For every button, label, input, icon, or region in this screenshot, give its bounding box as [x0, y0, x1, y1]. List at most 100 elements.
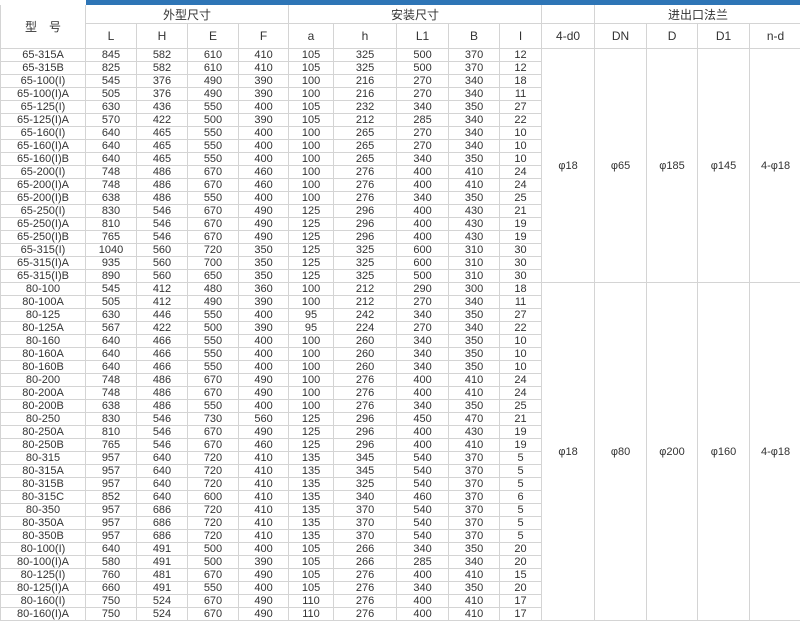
- value-cell-F: 490: [237, 373, 290, 387]
- value-cell-a: 100: [288, 152, 335, 166]
- value-cell-I: 20: [499, 555, 543, 569]
- flange-cell-d0-group1: φ18: [541, 48, 596, 283]
- value-cell-L: 957: [85, 529, 137, 543]
- value-cell-h: 325: [333, 256, 398, 270]
- value-cell-L: 640: [85, 542, 137, 556]
- value-cell-a: 125: [288, 412, 335, 426]
- table-row: 65-200(I)A 748 486 670 460 100 276 400 410 24: [0, 178, 800, 192]
- value-cell-E: 720: [187, 464, 239, 478]
- value-cell-L1: 400: [396, 178, 450, 192]
- table-row: 80-100(I)A 580 491 500 390 105 266 285 340 20: [0, 555, 800, 569]
- value-cell-H: 412: [136, 295, 188, 309]
- value-cell-I: 5: [499, 529, 543, 543]
- flange-cell-DN-group2: φ80: [594, 282, 648, 621]
- value-cell-F: 410: [237, 48, 290, 62]
- group-header-inlet-outlet-flange: 进出口法兰: [594, 0, 800, 24]
- model-cell: 80-350B: [0, 529, 86, 543]
- value-cell-L1: 540: [396, 516, 450, 530]
- value-cell-a: 100: [288, 399, 335, 413]
- value-cell-a: 100: [288, 295, 335, 309]
- value-cell-H: 640: [136, 477, 188, 491]
- value-cell-B: 370: [448, 503, 501, 517]
- table-row: 80-350A 957 686 720 410 135 370 540 370 5: [0, 516, 800, 530]
- value-cell-L1: 600: [396, 243, 450, 257]
- value-cell-I: 24: [499, 373, 543, 387]
- model-cell: 80-125(I): [0, 568, 86, 582]
- value-cell-L1: 540: [396, 503, 450, 517]
- value-cell-a: 100: [288, 191, 335, 205]
- value-cell-L: 845: [85, 48, 137, 62]
- value-cell-H: 466: [136, 360, 188, 374]
- value-cell-H: 412: [136, 282, 188, 296]
- value-cell-E: 670: [187, 607, 239, 621]
- group-header-installation-dimensions: 安装尺寸: [288, 0, 543, 24]
- value-cell-a: 100: [288, 165, 335, 179]
- column-header-L: L: [85, 23, 137, 49]
- value-cell-L1: 540: [396, 529, 450, 543]
- value-cell-B: 350: [448, 100, 501, 114]
- value-cell-L1: 500: [396, 61, 450, 75]
- value-cell-F: 410: [237, 61, 290, 75]
- value-cell-B: 410: [448, 373, 501, 387]
- value-cell-F: 460: [237, 438, 290, 452]
- value-cell-E: 730: [187, 412, 239, 426]
- value-cell-L: 935: [85, 256, 137, 270]
- value-cell-E: 670: [187, 594, 239, 608]
- value-cell-L1: 340: [396, 334, 450, 348]
- value-cell-E: 720: [187, 516, 239, 530]
- value-cell-F: 390: [237, 555, 290, 569]
- value-cell-L1: 270: [396, 87, 450, 101]
- value-cell-h: 325: [333, 61, 398, 75]
- value-cell-a: 105: [288, 100, 335, 114]
- value-cell-a: 135: [288, 516, 335, 530]
- value-cell-F: 400: [237, 542, 290, 556]
- value-cell-B: 410: [448, 165, 501, 179]
- value-cell-E: 490: [187, 295, 239, 309]
- value-cell-H: 491: [136, 581, 188, 595]
- value-cell-L1: 285: [396, 555, 450, 569]
- value-cell-L: 638: [85, 191, 137, 205]
- value-cell-L1: 340: [396, 152, 450, 166]
- model-cell: 65-160(I)B: [0, 152, 86, 166]
- value-cell-a: 125: [288, 425, 335, 439]
- value-cell-E: 500: [187, 542, 239, 556]
- value-cell-I: 27: [499, 100, 543, 114]
- value-cell-B: 350: [448, 399, 501, 413]
- model-cell: 65-200(I): [0, 165, 86, 179]
- value-cell-h: 260: [333, 347, 398, 361]
- value-cell-H: 481: [136, 568, 188, 582]
- value-cell-h: 340: [333, 490, 398, 504]
- value-cell-E: 720: [187, 503, 239, 517]
- value-cell-H: 582: [136, 48, 188, 62]
- value-cell-a: 95: [288, 321, 335, 335]
- value-cell-H: 546: [136, 425, 188, 439]
- value-cell-L1: 290: [396, 282, 450, 296]
- value-cell-B: 350: [448, 308, 501, 322]
- value-cell-E: 700: [187, 256, 239, 270]
- value-cell-B: 340: [448, 321, 501, 335]
- value-cell-a: 105: [288, 555, 335, 569]
- value-cell-B: 370: [448, 48, 501, 62]
- value-cell-E: 670: [187, 373, 239, 387]
- value-cell-h: 296: [333, 412, 398, 426]
- value-cell-I: 12: [499, 61, 543, 75]
- value-cell-h: 224: [333, 321, 398, 335]
- value-cell-a: 105: [288, 48, 335, 62]
- value-cell-h: 265: [333, 126, 398, 140]
- value-cell-L1: 400: [396, 217, 450, 231]
- value-cell-B: 350: [448, 542, 501, 556]
- value-cell-a: 135: [288, 451, 335, 465]
- value-cell-L1: 400: [396, 373, 450, 387]
- value-cell-h: 212: [333, 282, 398, 296]
- flange-cell-nd-group2: 4-φ18: [749, 282, 800, 621]
- value-cell-a: 95: [288, 308, 335, 322]
- value-cell-h: 216: [333, 87, 398, 101]
- value-cell-a: 100: [288, 87, 335, 101]
- value-cell-F: 490: [237, 217, 290, 231]
- value-cell-I: 19: [499, 230, 543, 244]
- value-cell-L: 505: [85, 295, 137, 309]
- value-cell-F: 410: [237, 477, 290, 491]
- column-header-B: B: [448, 23, 501, 49]
